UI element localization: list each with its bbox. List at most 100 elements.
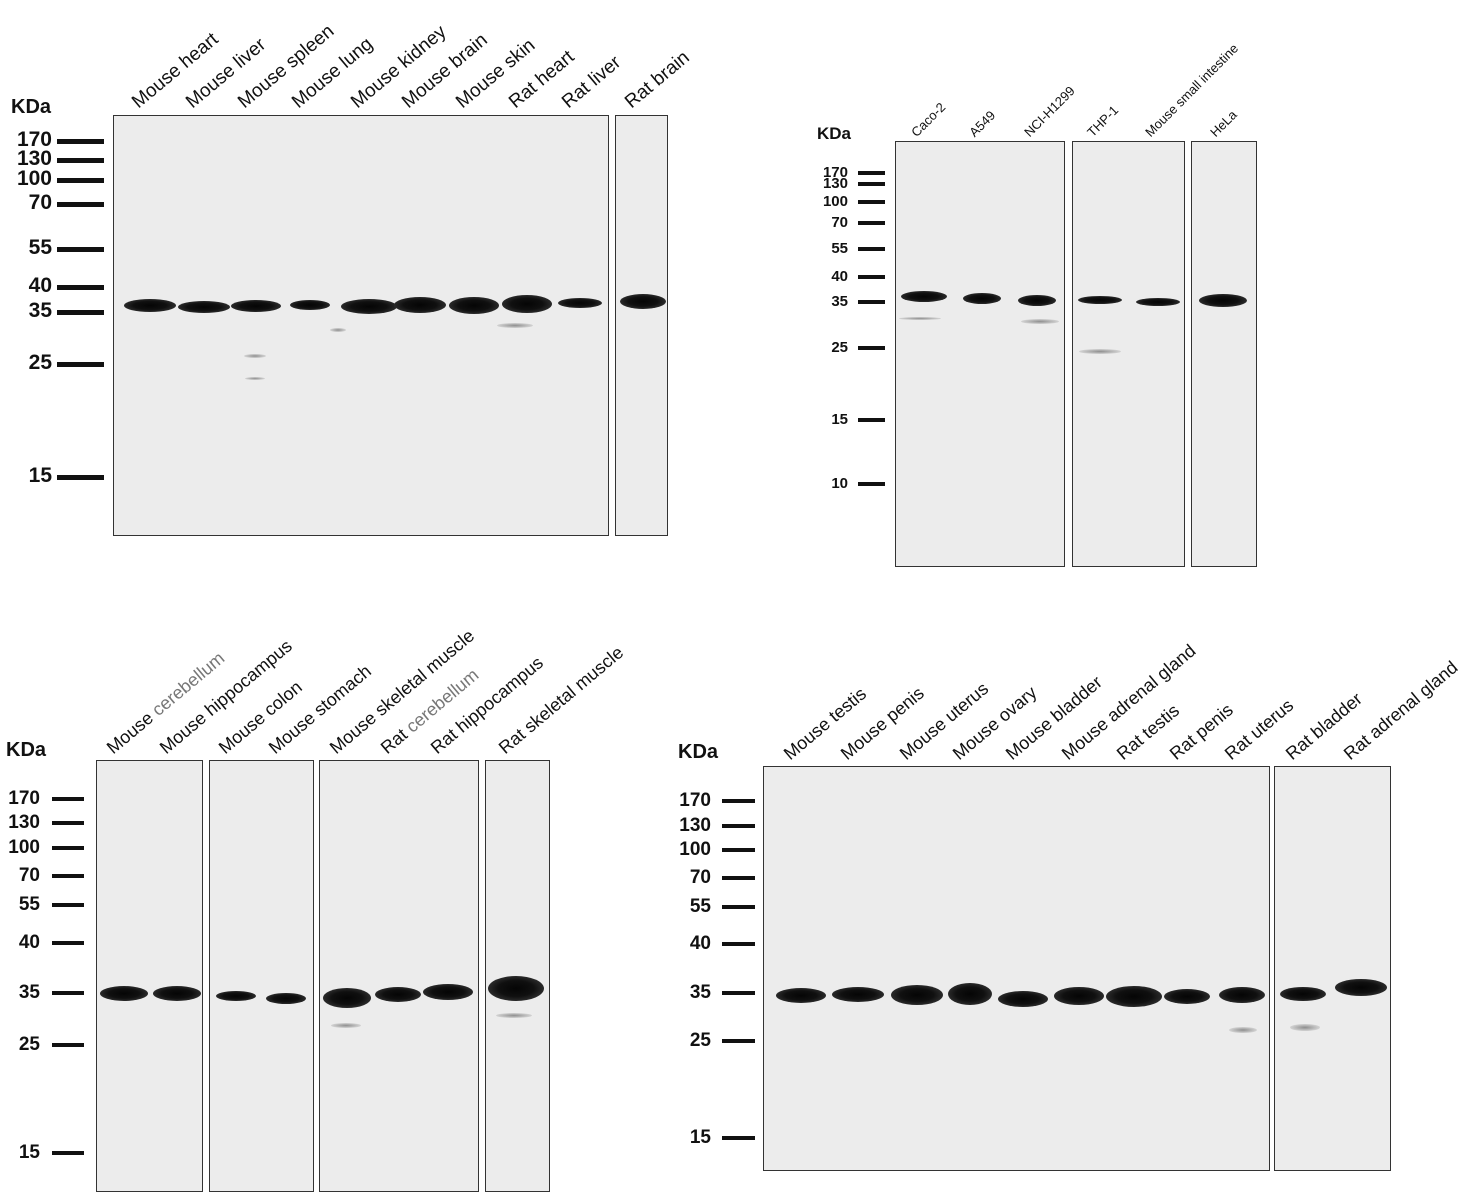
marker-tick-10 <box>858 482 885 486</box>
protein-band <box>153 985 201 1001</box>
marker-label-55: 55 <box>689 895 711 917</box>
marker-tick-170 <box>858 171 885 175</box>
marker-tick-15 <box>57 474 104 480</box>
lane-label-part: Rat adrenal gland <box>1339 657 1462 764</box>
lane-label: Rat heart <box>504 46 579 113</box>
marker-label-55: 55 <box>18 893 40 915</box>
marker-label-100: 100 <box>16 167 52 191</box>
protein-band <box>323 988 371 1008</box>
marker-label-40: 40 <box>831 267 848 285</box>
lane-label-part: Mouse liver <box>181 34 270 113</box>
marker-label-170: 170 <box>8 787 40 809</box>
protein-band <box>341 298 397 314</box>
membrane-section <box>209 760 314 1192</box>
lane-label-part: Mouse testis <box>779 683 871 764</box>
marker-label-130: 130 <box>8 811 40 833</box>
protein-band <box>1280 987 1326 1001</box>
lane-label-part: Mouse skin <box>451 34 539 113</box>
lane-label-part: Mouse skeletal muscle <box>325 625 479 758</box>
lane-label: Rat cerebellum <box>377 664 483 758</box>
lane-label: NCI-H1299 <box>1021 83 1078 140</box>
marker-label-25: 25 <box>28 351 52 375</box>
lane-label: Mouse heart <box>128 29 222 113</box>
marker-tick-100 <box>52 846 84 850</box>
kda-unit-label: KDa <box>11 96 52 118</box>
lane-label: Rat skeletal muscle <box>495 642 627 758</box>
marker-label-35: 35 <box>28 299 52 323</box>
lane-label: Mouse skeletal muscle <box>325 625 479 758</box>
marker-label-35: 35 <box>689 981 711 1003</box>
lane-label-part: Mouse brain <box>397 29 492 113</box>
protein-band <box>1136 298 1180 306</box>
membrane-section <box>485 760 550 1192</box>
lane-label: Rat liver <box>557 51 625 113</box>
lane-label-part: Rat liver <box>557 51 625 113</box>
marker-tick-130 <box>52 821 84 825</box>
marker-label-130: 130 <box>822 174 848 192</box>
lane-label-part: Mouse penis <box>836 682 928 764</box>
membrane-section <box>895 141 1065 567</box>
faint-band <box>899 316 941 320</box>
protein-band <box>100 985 148 1001</box>
marker-tick-130 <box>722 824 755 828</box>
lane-label: Rat testis <box>1112 700 1184 764</box>
lane-label-part: Rat testis <box>1112 700 1184 764</box>
lane-label: Mouse ovary <box>948 682 1041 764</box>
marker-label-170: 170 <box>16 128 52 152</box>
marker-label-15: 15 <box>689 1126 711 1148</box>
marker-tick-55 <box>722 905 755 909</box>
lane-label-muted-part: cerebellum <box>402 664 483 737</box>
lane-label-part: Mouse ovary <box>948 682 1041 764</box>
marker-tick-35 <box>858 300 885 304</box>
lane-label-part: Mouse stomach <box>264 660 375 758</box>
marker-label-25: 25 <box>831 338 848 356</box>
marker-tick-55 <box>858 247 885 251</box>
lane-label: A549 <box>966 108 998 140</box>
marker-label-25: 25 <box>18 1033 40 1055</box>
lane-label: Rat bladder <box>1281 688 1366 764</box>
marker-label-70: 70 <box>831 213 848 231</box>
protein-band <box>832 986 884 1002</box>
lane-label: Caco-2 <box>908 99 948 139</box>
lane-label: Rat brain <box>620 47 694 113</box>
faint-band <box>330 328 346 332</box>
marker-tick-55 <box>57 246 104 252</box>
protein-band <box>290 300 330 310</box>
marker-tick-25 <box>858 346 885 350</box>
marker-tick-170 <box>52 797 84 801</box>
marker-label-170: 170 <box>822 163 848 181</box>
faint-band <box>1021 318 1059 324</box>
membrane-section <box>763 766 1270 1171</box>
lane-label: THP-1 <box>1084 103 1121 140</box>
lane-label-part: Rat penis <box>1165 699 1237 764</box>
faint-band <box>331 1022 361 1028</box>
marker-tick-40 <box>722 942 755 946</box>
lane-label: Mouse hippocampus <box>156 636 296 758</box>
marker-tick-170 <box>722 799 755 803</box>
protein-band <box>776 987 826 1003</box>
marker-label-25: 25 <box>689 1029 711 1051</box>
marker-tick-100 <box>858 200 885 204</box>
lane-label-part: Mouse colon <box>214 676 306 758</box>
lane-label: Rat adrenal gland <box>1339 657 1462 764</box>
marker-tick-130 <box>57 157 104 163</box>
marker-tick-40 <box>52 941 84 945</box>
protein-band <box>423 984 473 1000</box>
lane-label-part: Mouse bladder <box>1001 671 1106 764</box>
lane-label-part: Rat brain <box>620 47 694 113</box>
lane-label-part: Rat uterus <box>1220 695 1298 764</box>
marker-label-70: 70 <box>18 864 40 886</box>
marker-tick-70 <box>52 874 84 878</box>
marker-label-35: 35 <box>831 292 848 310</box>
lane-label: Mouse stomach <box>264 660 375 758</box>
marker-label-40: 40 <box>18 931 40 953</box>
protein-band <box>449 296 499 314</box>
marker-label-100: 100 <box>822 192 848 210</box>
lane-label-part: Rat bladder <box>1281 688 1366 764</box>
marker-tick-40 <box>57 284 104 290</box>
lane-label: Rat hippocampus <box>427 652 547 757</box>
lane-label-part: Rat heart <box>504 46 579 113</box>
lane-label: Mouse liver <box>181 34 270 113</box>
kda-unit-label: KDa <box>6 739 47 761</box>
